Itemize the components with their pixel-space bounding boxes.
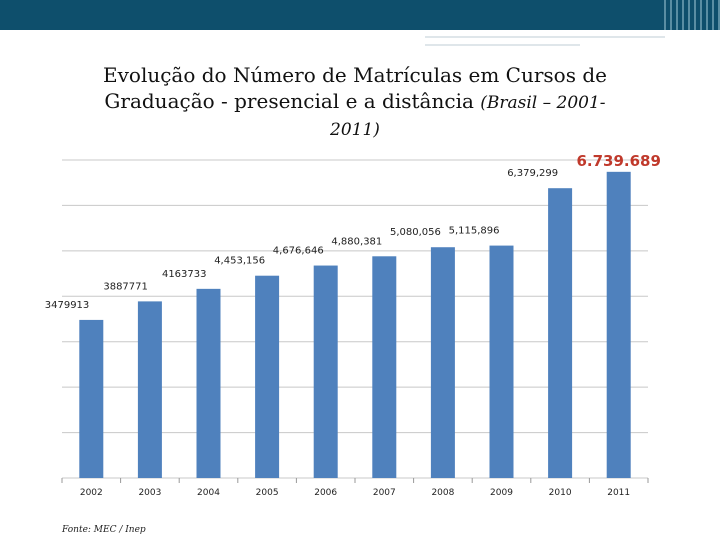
data-label-2005: 4,453,156	[214, 256, 265, 267]
data-label-2010: 6,379,299	[507, 168, 558, 179]
x-tick-label-2011: 2011	[607, 488, 630, 498]
data-label-2008: 5,080,056	[390, 227, 441, 238]
bar-2002	[79, 319, 104, 478]
source-note: Fonte: MEC / Inep	[62, 525, 146, 535]
chart-title-line1: Evolução do Número de Matrículas em Curs…	[103, 63, 607, 87]
data-label-2006: 4,676,646	[273, 246, 324, 257]
data-label-2009: 5,115,896	[449, 226, 500, 237]
chart-title-line2-italic: (Brasil – 2001-	[480, 93, 606, 113]
chart-title-line2-main: Graduação - presencial e a distância	[104, 89, 481, 113]
chart-title-line3-italic: 2011)	[330, 120, 380, 140]
bar-2009	[489, 245, 514, 478]
data-label-2002: 3479913	[45, 300, 90, 311]
header-underline-short	[425, 44, 580, 46]
x-tick-label-2004: 2004	[197, 488, 220, 498]
x-tick-label-2009: 2009	[490, 488, 513, 498]
data-label-2007: 4,880,381	[331, 236, 382, 247]
x-tick-label-2006: 2006	[314, 488, 337, 498]
bar-2010	[548, 188, 573, 478]
bar-2008	[430, 247, 455, 478]
bar-2005	[255, 275, 280, 478]
x-tick-label-2008: 2008	[431, 488, 454, 498]
bar-2007	[372, 256, 397, 478]
data-label-2004: 4163733	[162, 269, 207, 280]
x-tick-label-2002: 2002	[80, 488, 103, 498]
header-bar	[0, 0, 720, 30]
bar-2004	[196, 288, 221, 478]
header-bar-dark	[0, 0, 660, 30]
x-tick-label-2003: 2003	[138, 488, 161, 498]
header-underline	[425, 36, 665, 38]
header-stripes	[660, 0, 720, 30]
bar-2011	[606, 171, 631, 478]
data-label-2003: 3887771	[103, 281, 148, 292]
chart-title-line2: Graduação - presencial e a distância (Br…	[0, 88, 710, 116]
x-tick-label-2010: 2010	[549, 488, 572, 498]
x-tick-label-2007: 2007	[373, 488, 396, 498]
bar-2006	[313, 265, 338, 478]
data-label-highlight-2011: 6.739.689	[576, 152, 660, 170]
bar-2003	[137, 301, 162, 478]
chart-title-line3: 2011)	[0, 115, 710, 143]
x-tick-label-2005: 2005	[256, 488, 279, 498]
